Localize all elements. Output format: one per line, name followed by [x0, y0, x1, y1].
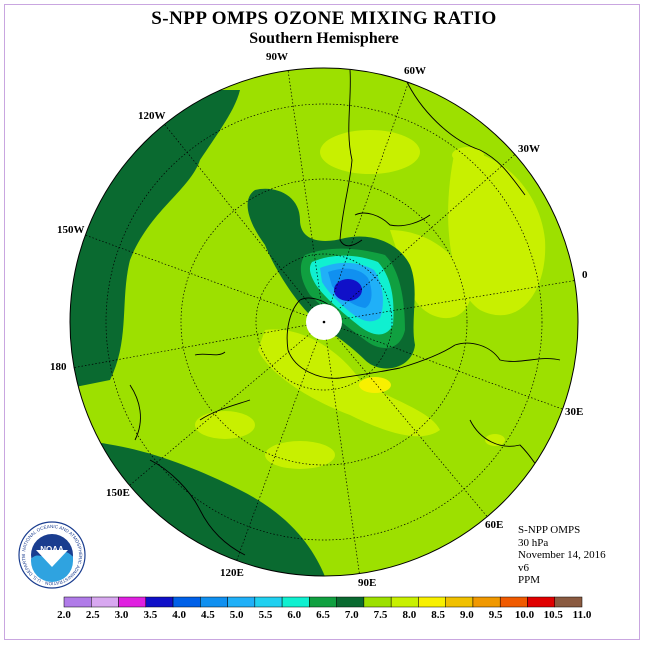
colorbar-swatch [363, 596, 392, 608]
noaa-logo: NATIONAL OCEANIC AND ATMOSPHERIC ADMINIS… [18, 521, 86, 589]
colorbar-tick-label: 7.0 [345, 609, 359, 621]
colorbar-swatch [254, 596, 283, 608]
colorbar-swatch [418, 596, 446, 608]
colorbar-tick-label: 10.0 [515, 609, 535, 621]
colorbar [63, 596, 583, 608]
info-version: v6 [518, 561, 529, 574]
colorbar-swatch [200, 596, 228, 608]
lon-label-120e: 120E [220, 567, 244, 579]
colorbar-swatch [499, 596, 528, 608]
colorbar-tick-label: 7.5 [374, 609, 388, 621]
lon-label-30w: 30W [518, 143, 540, 155]
colorbar-swatch [227, 596, 256, 608]
colorbar-labels: 2.0 2.5 3.0 3.5 4.0 4.5 5.0 5.5 6.0 6.5 7.0 7.5 8.0 8… [57, 609, 592, 621]
pole-point [322, 320, 326, 324]
lon-label-0: 0 [582, 269, 588, 281]
colorbar-tick-label: 9.0 [460, 609, 474, 621]
colorbar-swatch [445, 596, 474, 608]
lon-label-60e: 60E [485, 519, 503, 531]
colorbar-tick-label: 6.0 [287, 609, 301, 621]
info-instrument: S-NPP OMPS [518, 524, 581, 536]
colorbar-tick-label: 6.5 [316, 609, 330, 621]
lon-label-150w: 150W [57, 224, 85, 236]
lon-label-30e: 30E [565, 406, 583, 418]
colorbar-tick-label: 5.5 [259, 609, 273, 621]
colorbar-swatch [309, 596, 337, 608]
colorbar-swatch [554, 596, 583, 608]
lon-label-90w: 90W [266, 51, 288, 63]
colorbar-tick-label: 11.0 [573, 609, 592, 621]
colorbar-tick-label: 8.5 [431, 609, 445, 621]
colorbar-tick-label: 8.0 [402, 609, 416, 621]
colorbar-tick-label: 4.5 [201, 609, 215, 621]
colorbar-tick-label: 9.5 [489, 609, 503, 621]
info-level: 30 hPa [518, 536, 549, 549]
map-title: S-NPP OMPS OZONE MIXING RATIO [151, 8, 497, 29]
colorbar-tick-label: 2.5 [86, 609, 100, 621]
lon-label-180: 180 [50, 361, 67, 373]
lon-label-90e: 90E [358, 577, 376, 589]
info-units: PPM [518, 574, 541, 586]
colorbar-tick-label: 10.5 [544, 609, 564, 621]
colorbar-tick-label: 4.0 [172, 609, 186, 621]
colorbar-tick-label: 2.0 [57, 609, 71, 621]
map-subtitle: Southern Hemisphere [249, 30, 399, 47]
colorbar-tick-label: 5.0 [230, 609, 244, 621]
colorbar-swatch [527, 596, 555, 608]
colorbar-swatch [118, 596, 147, 608]
graticule [71, 69, 578, 576]
colorbar-tick-label: 3.0 [115, 609, 129, 621]
coastlines [129, 69, 561, 556]
map-outline [69, 67, 579, 577]
colorbar-swatch [145, 596, 174, 608]
lon-label-60w: 60W [404, 65, 426, 77]
colorbar-swatch [472, 596, 501, 608]
colorbar-swatch [172, 596, 201, 608]
colorbar-swatch [336, 596, 365, 608]
lon-label-150e: 150E [106, 487, 130, 499]
info-date: November 14, 2016 [518, 549, 606, 561]
colorbar-swatch [390, 596, 419, 608]
longitude-labels: 90W 60W 30W 0 30E 60E 90E 120E 150E 180 … [50, 51, 588, 589]
colorbar-swatch [63, 596, 92, 608]
lon-label-120w: 120W [138, 110, 166, 122]
noaa-logo-text: NOAA [40, 545, 64, 554]
colorbar-tick-label: 3.5 [143, 609, 157, 621]
info-block: S-NPP OMPS 30 hPa November 14, 2016 v6 P… [518, 524, 606, 587]
colorbar-swatch [91, 596, 119, 608]
colorbar-swatch [281, 596, 310, 608]
